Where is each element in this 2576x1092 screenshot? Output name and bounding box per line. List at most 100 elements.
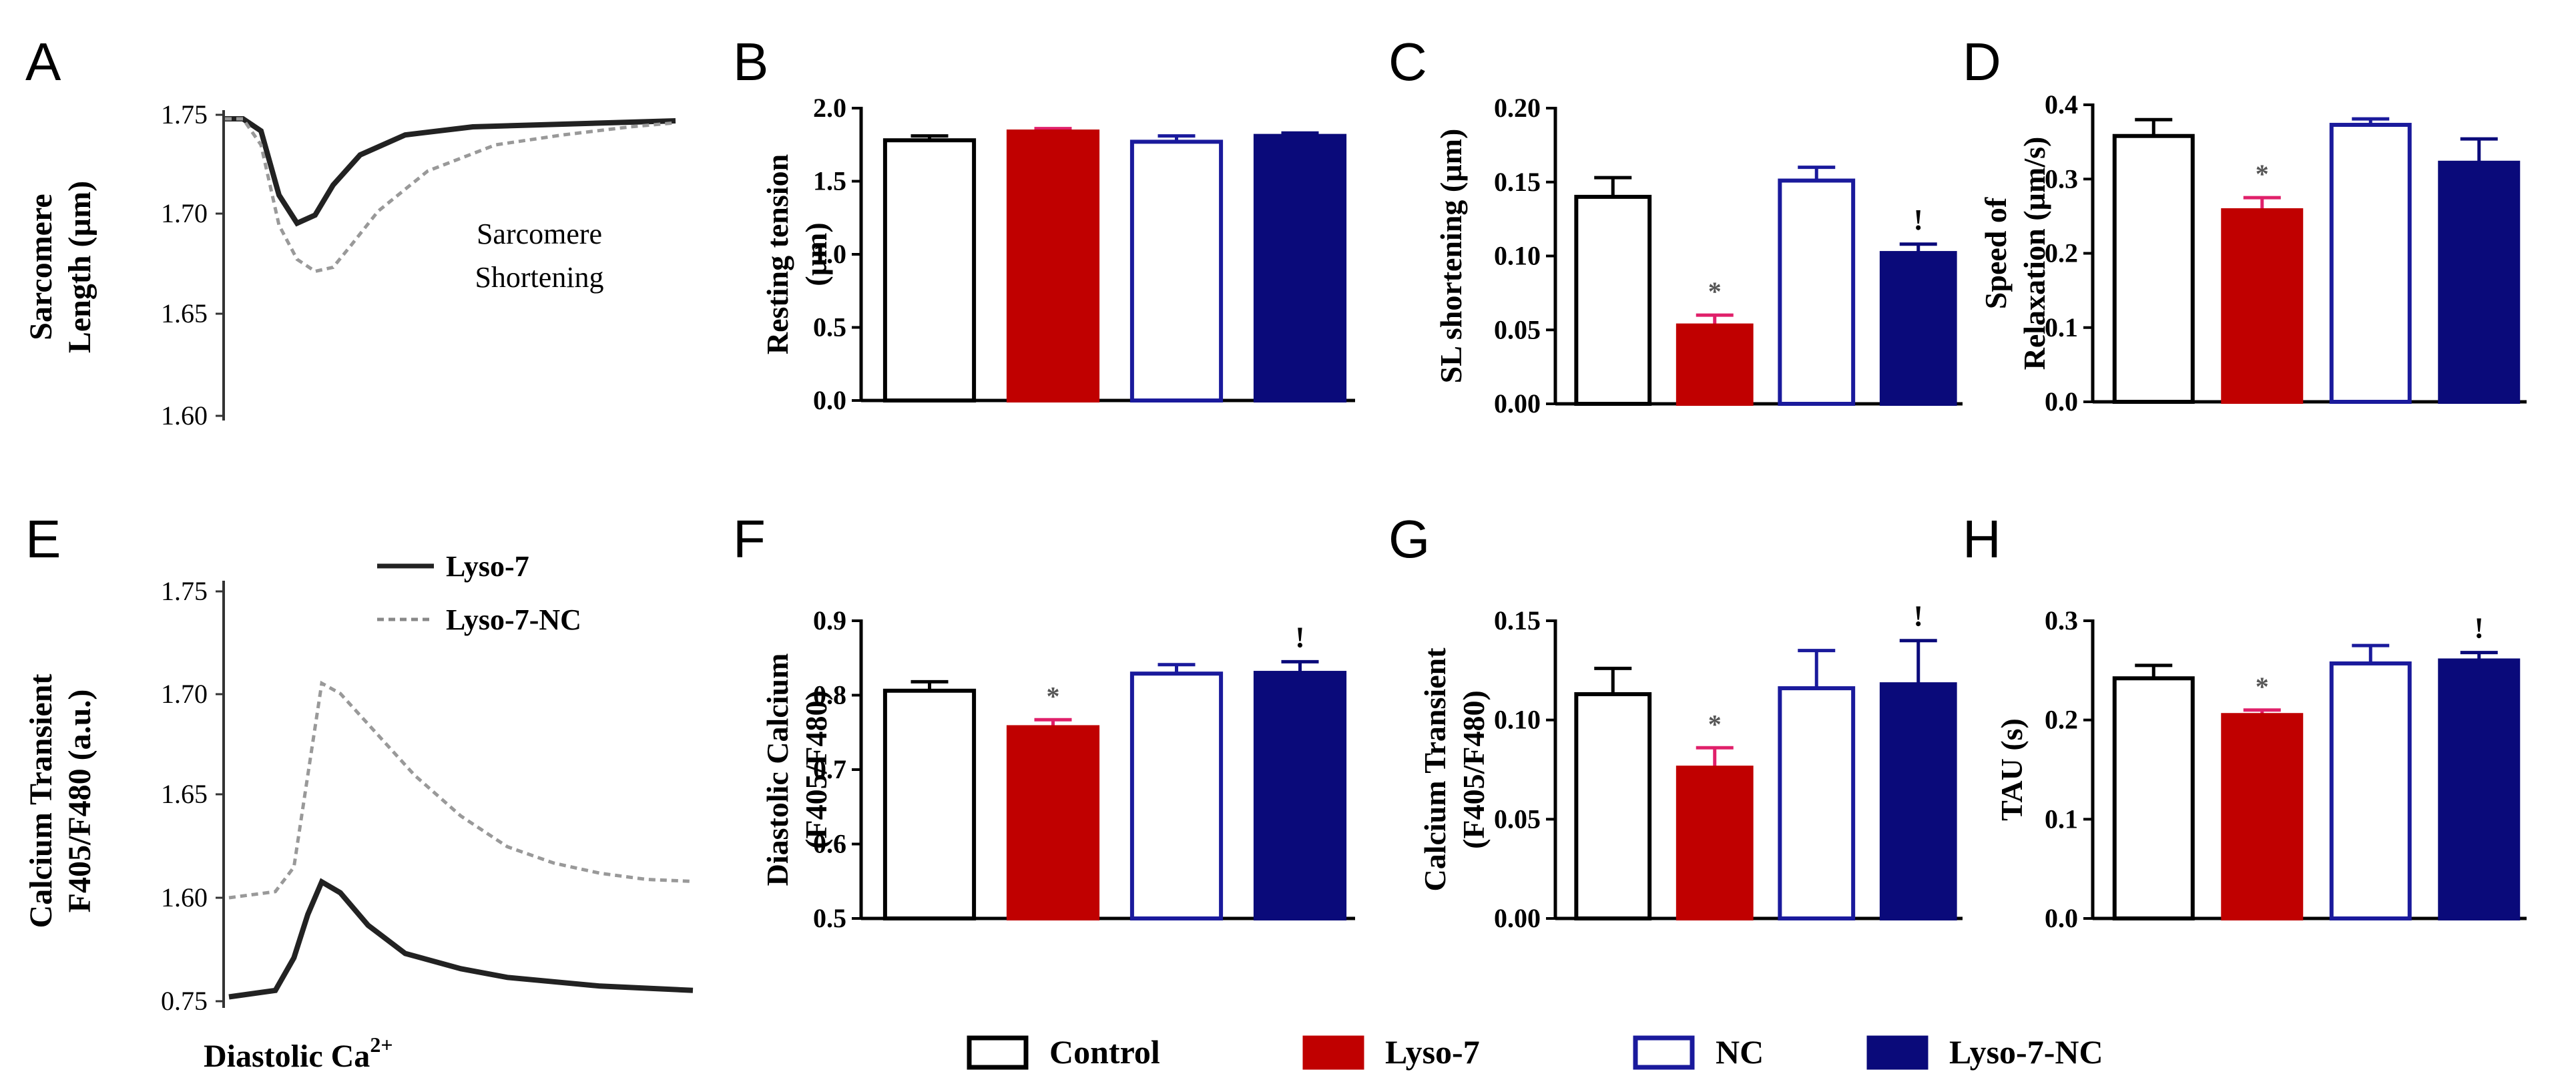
legend-label: Control — [1049, 1033, 1160, 1071]
bar-nc — [2329, 123, 2412, 404]
bar-lyso-7-nc — [1253, 133, 1347, 403]
y-tick-label: 0.5 — [813, 903, 846, 933]
bar-lyso-7 — [1676, 323, 1754, 406]
y-axis-label-c: SL shortening (µm) — [1434, 129, 1468, 384]
legend-label: NC — [1716, 1033, 1764, 1071]
y-tick-label: 0.7 — [813, 754, 846, 784]
bar-nc — [1778, 686, 1856, 921]
x-axis-label-e: Diastolic Ca2+ — [204, 1033, 393, 1074]
significance-mark: * — [1047, 681, 1060, 711]
y-axis-label-h: TAU (s) — [1995, 718, 2029, 821]
y-tick-label: 0.0 — [2045, 903, 2078, 933]
bar-nc — [1129, 140, 1224, 402]
panel-f: 0.5 0.6 0.7 0.8 0.9 Diastolic Calcium (F405/F4… — [760, 605, 1355, 933]
bar-lyso-7-nc — [1879, 682, 1957, 920]
y-tick-label: 0.75 — [161, 986, 208, 1016]
panel-h: 0.0 0.1 0.2 0.3 TAU (s) *! — [1995, 605, 2527, 933]
panel-a: 1.75 1.70 1.65 1.60 Sarcomere Length (µm) Sarc… — [23, 99, 676, 431]
y-tick-label: 1.65 — [161, 779, 208, 809]
y-tick-label: 0.15 — [1494, 167, 1541, 197]
y-tick-label: 0.8 — [813, 680, 846, 710]
y-tick-label: 1.60 — [161, 882, 208, 912]
significance-mark: * — [1708, 709, 1722, 739]
y-tick-label: 0.1 — [2045, 312, 2078, 342]
panel-letter-f: F — [733, 509, 766, 569]
bar-control — [882, 688, 977, 921]
significance-mark: ! — [1913, 600, 1923, 633]
bar-control — [1574, 194, 1652, 406]
y-axis-label-d: Speed of Relaxation (µm/s) — [1979, 137, 2051, 370]
y-tick-label: 0.5 — [813, 312, 846, 342]
bar-control — [882, 138, 977, 402]
legend-swatch — [967, 1035, 1029, 1070]
bar-lyso-7 — [1676, 766, 1754, 920]
bar-lyso-7-nc — [1253, 671, 1347, 920]
y-axis-label-e: Calcium Transient F405/F480 (a.u.) — [23, 674, 97, 928]
y-tick-label: 0.0 — [2045, 386, 2078, 417]
panel-d: 0.0 0.1 0.2 0.3 0.4 Speed of Relaxation (µm/s)… — [1979, 89, 2527, 417]
figure-legend: Control Lyso-7 NC Lyso-7-NC — [967, 1033, 2103, 1071]
legend-label: Lyso-7 — [446, 550, 529, 583]
y-axis-label-g: Calcium Transient (F405/F480) — [1418, 647, 1491, 892]
y-tick-label: 1.0 — [813, 239, 846, 269]
y-axis-label-a: Sarcomere Length (µm) — [23, 181, 97, 353]
y-tick-label: 0.10 — [1494, 241, 1541, 271]
legend-swatch — [1633, 1035, 1695, 1070]
panel-letter-g: G — [1388, 509, 1430, 569]
y-tick-label: 1.70 — [161, 679, 208, 709]
legend-label: Lyso-7 — [1385, 1033, 1480, 1071]
y-tick-label: 0.3 — [2045, 605, 2078, 635]
significance-mark: * — [1708, 276, 1722, 306]
bar-lyso-7 — [1006, 129, 1100, 402]
y-tick-label: 1.60 — [161, 400, 208, 431]
legend-label: Lyso-7-NC — [446, 603, 581, 636]
bar-lyso-7 — [2221, 713, 2304, 920]
y-tick-label: 1.65 — [161, 298, 208, 328]
trace-dashed — [225, 117, 676, 274]
y-tick-label: 0.0 — [813, 385, 846, 415]
bar-control — [2112, 133, 2195, 404]
panel-e: 1.75 1.70 1.65 1.60 0.75 Calcium Transient F40… — [23, 550, 694, 1074]
y-axis-label-f: Diastolic Calcium (F405/F480) — [760, 653, 833, 886]
y-tick-label: 0.00 — [1494, 903, 1541, 933]
y-tick-label: 0.9 — [813, 605, 846, 635]
significance-mark: * — [2256, 159, 2269, 189]
y-tick-label: 0.05 — [1494, 804, 1541, 834]
y-tick-label: 0.10 — [1494, 705, 1541, 735]
bar-control — [2112, 676, 2195, 921]
panel-letter-b: B — [733, 32, 768, 91]
panel-letter-a: A — [25, 32, 61, 91]
panel-letter-d: D — [1963, 32, 2001, 91]
annotation: Sarcomere Shortening — [475, 218, 603, 294]
y-tick-label: 0.15 — [1494, 605, 1541, 635]
y-tick-label: 0.2 — [2045, 238, 2078, 268]
panel-letter-h: H — [1963, 509, 2001, 569]
legend-swatch — [1302, 1035, 1364, 1070]
bar-control — [1574, 692, 1652, 920]
panel-b: 0.0 0.5 1.0 1.5 2.0 Resting tension (µm) — [760, 93, 1355, 415]
bar-nc — [1778, 178, 1856, 406]
bar-lyso-7-nc — [1879, 251, 1957, 406]
bar-lyso-7 — [2221, 208, 2304, 404]
y-axis-label-b: Resting tension (µm) — [760, 154, 833, 354]
panel-letter-e: E — [25, 509, 61, 569]
y-tick-label: 1.75 — [161, 576, 208, 606]
y-tick-label: 0.1 — [2045, 804, 2078, 834]
y-tick-label: 1.5 — [813, 166, 846, 196]
legend-swatch — [1866, 1035, 1928, 1070]
y-tick-label: 2.0 — [813, 93, 846, 123]
legend-label: Lyso-7-NC — [1949, 1033, 2103, 1071]
significance-mark: ! — [1913, 204, 1923, 236]
y-tick-label: 0.6 — [813, 829, 846, 859]
bar-lyso-7-nc — [2438, 160, 2521, 404]
panel-letter-c: C — [1388, 32, 1427, 91]
y-tick-label: 0.20 — [1494, 93, 1541, 123]
y-tick-label: 0.4 — [2045, 89, 2078, 119]
bar-lyso-7 — [1006, 725, 1100, 920]
panel-c: 0.00 0.05 0.10 0.15 0.20 SL shortening (µm) *! — [1434, 93, 1963, 419]
trace-solid — [225, 116, 676, 227]
trace-lyso-7 — [228, 878, 694, 1000]
y-tick-label: 0.2 — [2045, 705, 2078, 735]
